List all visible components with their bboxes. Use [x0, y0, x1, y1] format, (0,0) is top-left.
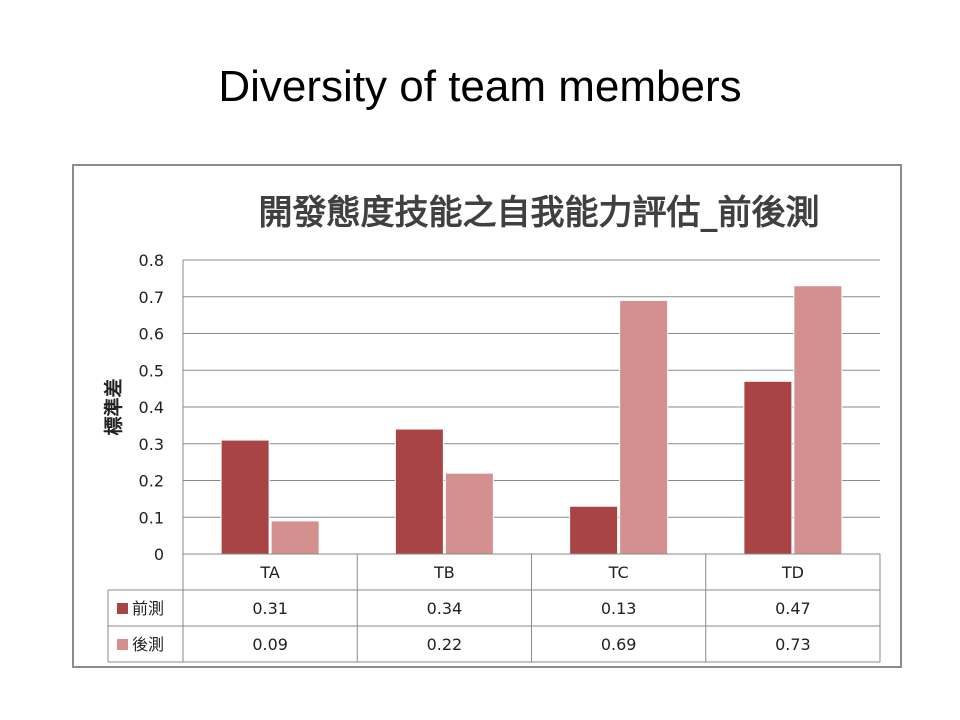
y-tick-label: 0 — [154, 545, 164, 564]
data-label: 0.69 — [601, 635, 637, 654]
y-tick-label: 0.1 — [139, 508, 164, 527]
bar-TB-後測 — [444, 472, 494, 555]
data-label: 0.34 — [427, 599, 463, 618]
data-label: 0.31 — [252, 599, 288, 618]
y-tick-label: 0.6 — [139, 325, 164, 344]
bar-TA-前測 — [220, 439, 270, 555]
bar-TB-前測 — [394, 428, 444, 555]
x-tick-label: TB — [433, 563, 455, 582]
y-axis-ticks: 0 0.1 0.2 0.3 0.4 0.5 0.6 0.7 0.8 — [139, 251, 164, 564]
legend-label: 前測 — [132, 599, 164, 618]
bar-TD-後測 — [793, 285, 843, 555]
chart-frame: 開發態度技能之自我能力評估_前後測 0 0.1 0.2 0.3 0.4 0.5 0.6 0.7… — [72, 164, 902, 668]
data-table: TA TB TC TD 前測 0.31 0.34 0.13 0.47 後測 0.09 0.22 0.69… — [107, 553, 881, 663]
bars — [220, 285, 843, 555]
bar-TD-前測 — [743, 380, 793, 555]
y-tick-label: 0.3 — [139, 435, 164, 454]
bar-chart: 開發態度技能之自我能力評估_前後測 0 0.1 0.2 0.3 0.4 0.5 0.6 0.7… — [102, 193, 881, 663]
x-tick-label: TD — [781, 563, 804, 582]
y-tick-label: 0.7 — [139, 288, 164, 307]
bar-TA-後測 — [270, 520, 320, 555]
bar-TC-後測 — [619, 299, 669, 555]
gridlines — [182, 259, 880, 555]
data-label: 0.13 — [601, 599, 637, 618]
y-axis-label: 標準差 — [102, 378, 125, 435]
y-tick-label: 0.4 — [139, 398, 164, 417]
y-tick-label: 0.8 — [139, 251, 164, 270]
y-tick-label: 0.2 — [139, 472, 164, 491]
bar-TC-前測 — [569, 505, 619, 555]
legend-swatch — [117, 603, 128, 614]
legend-label: 後測 — [132, 635, 164, 654]
legend-swatch — [117, 639, 128, 650]
slide-title: Diversity of team members — [218, 62, 742, 111]
x-tick-label: TA — [259, 563, 280, 582]
y-tick-label: 0.5 — [139, 361, 164, 380]
x-tick-label: TC — [608, 563, 629, 582]
data-label: 0.73 — [775, 635, 811, 654]
data-label: 0.22 — [427, 635, 463, 654]
data-label: 0.09 — [252, 635, 288, 654]
data-label: 0.47 — [775, 599, 811, 618]
chart-title: 開發態度技能之自我能力評估_前後測 — [259, 193, 820, 233]
